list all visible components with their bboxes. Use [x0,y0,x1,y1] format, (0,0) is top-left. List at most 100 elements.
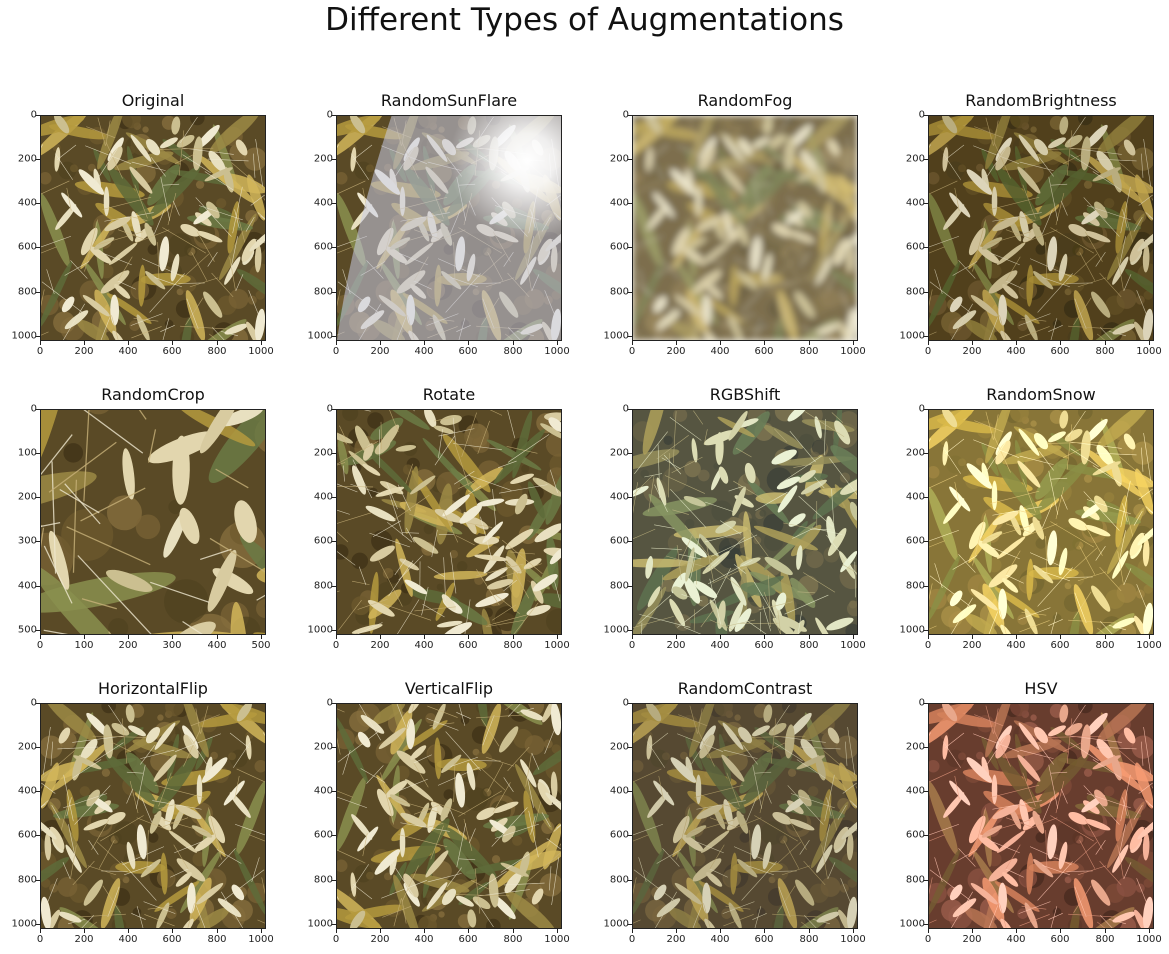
x-tick-label: 0 [628,640,636,651]
y-tick-mark [36,703,40,704]
y-tick-label: 1000 [11,918,37,930]
panel-brightness: RandomBrightness 0 200 400 600 800 1000 0 200 400… [900,91,1162,357]
y-tick-label: 600 [313,535,333,547]
x-tick-mark [853,341,854,345]
y-tick-mark [332,703,336,704]
y-tick-mark [36,409,40,410]
x-tick-label: 400 [1006,934,1026,945]
x-tick-mark [513,341,514,345]
x-tick-label: 200 [370,640,390,651]
x-tick-mark [632,635,633,639]
x-tick-label: 200 [666,640,686,651]
panel-title: RandomBrightness [965,91,1117,110]
augmented-image [40,703,266,929]
x-tick-label: 1000 [544,346,570,357]
y-tick-mark [924,630,928,631]
y-tick-label: 200 [905,153,925,165]
y-tick-mark [36,247,40,248]
y-tick-label: 1000 [899,624,925,636]
x-tick-label: 800 [799,640,819,651]
y-tick-mark [628,791,632,792]
x-tick-mark [720,635,721,639]
y-tick-label: 600 [905,535,925,547]
x-tick-label: 800 [1095,934,1115,945]
y-tick-label: 400 [17,785,37,797]
x-tick-label: 0 [924,640,932,651]
x-tick-label: 0 [36,346,44,357]
x-tick-mark [557,341,558,345]
y-tick-label: 800 [905,874,925,886]
augmented-image [928,409,1154,635]
panel-title: HorizontalFlip [98,679,208,698]
x-tick-mark [84,929,85,933]
x-tick-mark [217,341,218,345]
y-tick-mark [332,159,336,160]
y-tick-mark [924,541,928,542]
y-tick-label: 400 [609,491,629,503]
x-tick-mark [380,341,381,345]
x-tick-mark [972,929,973,933]
y-tick-mark [924,703,928,704]
y-tick-label: 600 [609,535,629,547]
x-tick-label: 600 [1050,346,1070,357]
x-tick-mark [380,929,381,933]
y-tick-mark [332,880,336,881]
y-tick-mark [628,747,632,748]
x-tick-label: 1000 [544,640,570,651]
y-tick-mark [628,203,632,204]
y-tick-label: 0 [918,403,925,415]
x-tick-mark [972,341,973,345]
y-tick-mark [924,159,928,160]
x-tick-mark [1105,341,1106,345]
x-tick-label: 800 [503,640,523,651]
x-tick-label: 1000 [1136,640,1162,651]
y-tick-mark [36,115,40,116]
y-tick-mark [924,247,928,248]
x-tick-mark [1060,341,1061,345]
augmented-image [632,703,858,929]
x-tick-label: 200 [74,346,94,357]
panel-rotate: Rotate 0 200 400 600 800 1000 0 200 400 600 800 1000 [308,385,570,651]
augmented-image [632,115,858,341]
x-tick-label: 600 [754,640,774,651]
y-tick-label: 400 [313,197,333,209]
y-tick-label: 600 [609,829,629,841]
y-tick-label: 0 [30,697,37,709]
x-tick-label: 200 [74,934,94,945]
x-tick-mark [853,929,854,933]
x-tick-label: 800 [1095,346,1115,357]
y-tick-mark [332,747,336,748]
y-tick-label: 600 [313,829,333,841]
x-tick-label: 400 [1006,346,1026,357]
y-tick-label: 1000 [603,624,629,636]
y-tick-label: 200 [313,153,333,165]
y-tick-label: 0 [622,403,629,415]
y-tick-label: 0 [30,403,37,415]
y-tick-mark [628,497,632,498]
x-tick-mark [40,929,41,933]
y-tick-label: 1000 [899,918,925,930]
y-tick-mark [332,203,336,204]
y-tick-mark [36,541,40,542]
x-tick-mark [1105,929,1106,933]
y-tick-mark [332,630,336,631]
x-tick-label: 600 [458,346,478,357]
x-tick-mark [1016,635,1017,639]
figure-title: Different Types of Augmentations [325,2,844,38]
x-tick-mark [172,341,173,345]
x-tick-label: 400 [414,346,434,357]
x-tick-label: 600 [1050,934,1070,945]
x-tick-mark [40,635,41,639]
x-tick-mark [1060,929,1061,933]
y-tick-mark [628,336,632,337]
x-tick-label: 800 [503,346,523,357]
x-tick-mark [764,341,765,345]
x-tick-label: 400 [207,640,227,651]
y-tick-label: 1000 [603,330,629,342]
y-tick-label: 0 [918,109,925,121]
y-tick-mark [628,880,632,881]
y-tick-mark [36,159,40,160]
y-tick-label: 200 [17,153,37,165]
y-tick-label: 200 [905,741,925,753]
y-tick-label: 800 [17,286,37,298]
